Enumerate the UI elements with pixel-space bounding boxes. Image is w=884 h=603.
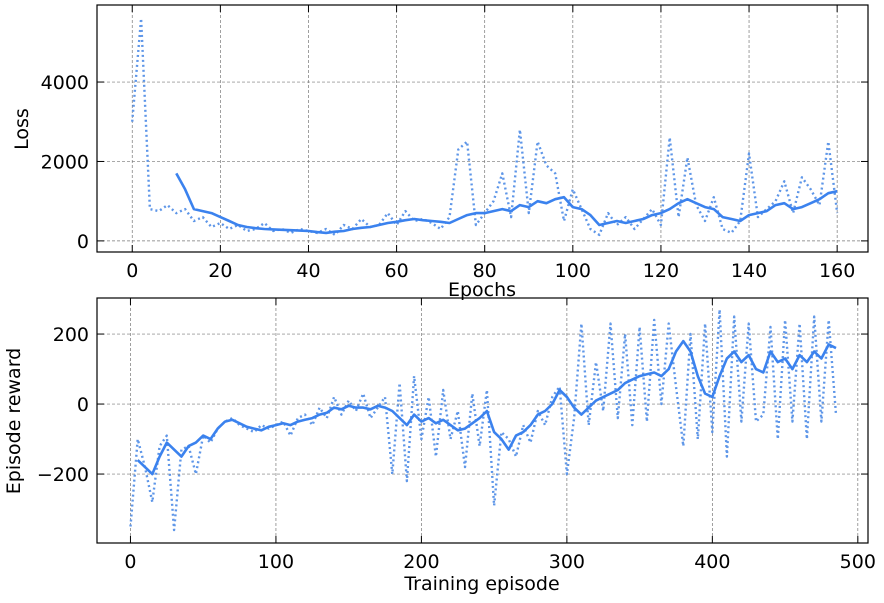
y-tick-label: 0	[77, 231, 89, 253]
series-line	[136, 339, 837, 476]
x-tick-label: 400	[694, 551, 730, 573]
y-tick-label: −200	[37, 464, 89, 486]
plot-frame	[96, 297, 869, 544]
x-tick-label: 100	[258, 551, 294, 573]
x-tick-label: 140	[731, 260, 767, 282]
x-tick-label: 0	[124, 551, 136, 573]
x-tick-label: 60	[384, 260, 408, 282]
y-tick-label: 0	[77, 394, 89, 416]
x-axis-label: Training episode	[403, 573, 559, 595]
x-tick-label: 80	[473, 260, 497, 282]
x-axis-label: Epochs	[448, 279, 516, 301]
series-line	[175, 172, 838, 235]
x-tick-label: 40	[296, 260, 320, 282]
x-tick-label: 200	[403, 551, 439, 573]
x-tick-label: 20	[208, 260, 232, 282]
x-tick-label: 100	[555, 260, 591, 282]
x-tick-label: 300	[549, 551, 585, 573]
x-tick-label: 120	[643, 260, 679, 282]
y-axis-label: Episode reward	[3, 348, 25, 494]
y-tick-label: 200	[53, 324, 89, 346]
y-axis-label: Loss	[11, 108, 33, 150]
y-tick-label: 2000	[41, 151, 89, 173]
x-tick-label: 500	[840, 551, 876, 573]
y-tick-label: 4000	[41, 72, 89, 94]
x-tick-label: 0	[126, 260, 138, 282]
x-tick-label: 160	[819, 260, 855, 282]
series-line	[129, 308, 838, 532]
plot-frame	[96, 4, 869, 253]
